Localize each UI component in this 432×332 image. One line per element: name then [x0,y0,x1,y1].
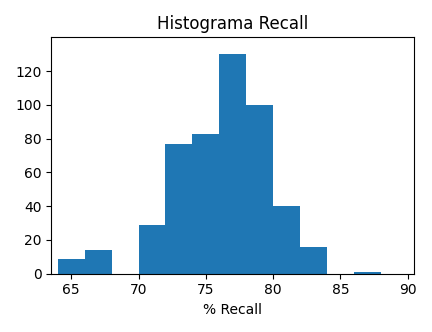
Bar [58,259,85,274]
Bar [219,54,246,274]
Bar [165,144,192,274]
Bar [85,250,111,274]
Title: Histograma Recall: Histograma Recall [157,15,308,33]
Bar [300,247,327,274]
Bar [192,133,219,274]
Bar [354,272,381,274]
Bar [139,225,165,274]
Bar [246,105,273,274]
X-axis label: % Recall: % Recall [203,303,262,317]
Bar [273,206,300,274]
